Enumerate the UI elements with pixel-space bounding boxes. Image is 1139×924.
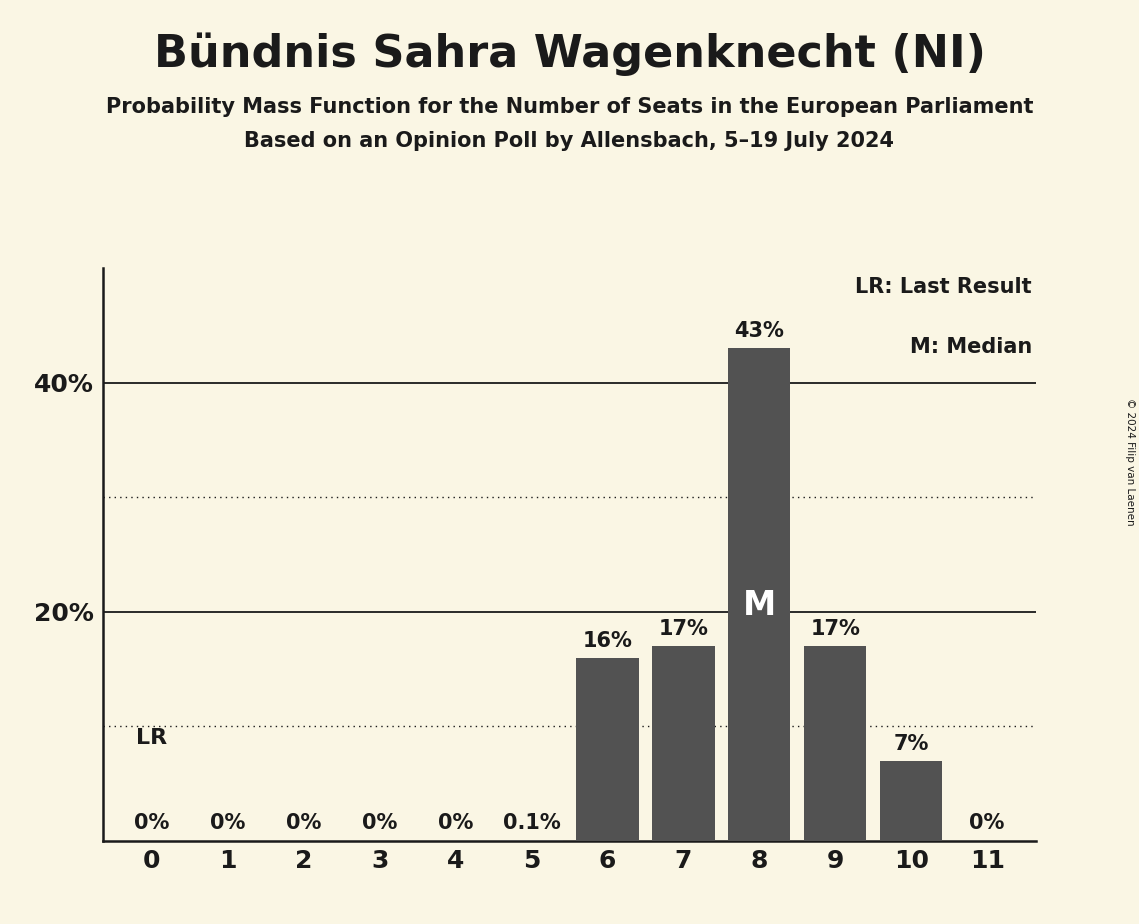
Text: M: Median: M: Median [910,336,1032,357]
Text: © 2024 Filip van Laenen: © 2024 Filip van Laenen [1125,398,1134,526]
Text: 0%: 0% [210,813,246,833]
Text: 0%: 0% [437,813,474,833]
Text: Based on an Opinion Poll by Allensbach, 5–19 July 2024: Based on an Opinion Poll by Allensbach, … [245,131,894,152]
Text: 0%: 0% [362,813,398,833]
Bar [500,840,563,841]
Text: 7%: 7% [893,734,929,754]
Text: 17%: 17% [810,619,860,639]
Bar [576,658,639,841]
Bar [880,760,942,841]
Text: Bündnis Sahra Wagenknecht (NI): Bündnis Sahra Wagenknecht (NI) [154,32,985,76]
Text: 43%: 43% [735,322,785,341]
Text: M: M [743,590,776,623]
Bar [728,348,790,841]
Bar [653,646,714,841]
Bar [804,646,867,841]
Text: 0%: 0% [134,813,170,833]
Text: LR: Last Result: LR: Last Result [855,276,1032,297]
Text: Probability Mass Function for the Number of Seats in the European Parliament: Probability Mass Function for the Number… [106,97,1033,117]
Text: 16%: 16% [582,631,632,650]
Text: LR: LR [137,728,167,748]
Text: 17%: 17% [658,619,708,639]
Text: 0%: 0% [286,813,321,833]
Text: 0.1%: 0.1% [502,813,560,833]
Text: 0%: 0% [969,813,1005,833]
